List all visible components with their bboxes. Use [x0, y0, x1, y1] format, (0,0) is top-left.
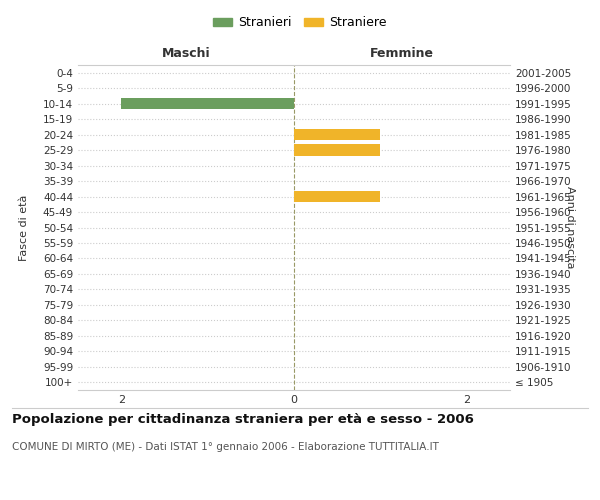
Text: Popolazione per cittadinanza straniera per età e sesso - 2006: Popolazione per cittadinanza straniera p…	[12, 412, 474, 426]
Bar	[121, 98, 294, 110]
Text: Fasce di età: Fasce di età	[19, 194, 29, 260]
Text: Femmine: Femmine	[370, 47, 434, 60]
Bar	[294, 144, 380, 156]
Text: Maschi: Maschi	[161, 47, 211, 60]
Text: Anni di nascita: Anni di nascita	[565, 186, 575, 269]
Text: COMUNE DI MIRTO (ME) - Dati ISTAT 1° gennaio 2006 - Elaborazione TUTTITALIA.IT: COMUNE DI MIRTO (ME) - Dati ISTAT 1° gen…	[12, 442, 439, 452]
Bar	[294, 129, 380, 140]
Legend: Stranieri, Straniere: Stranieri, Straniere	[208, 11, 392, 34]
Bar	[294, 190, 380, 202]
